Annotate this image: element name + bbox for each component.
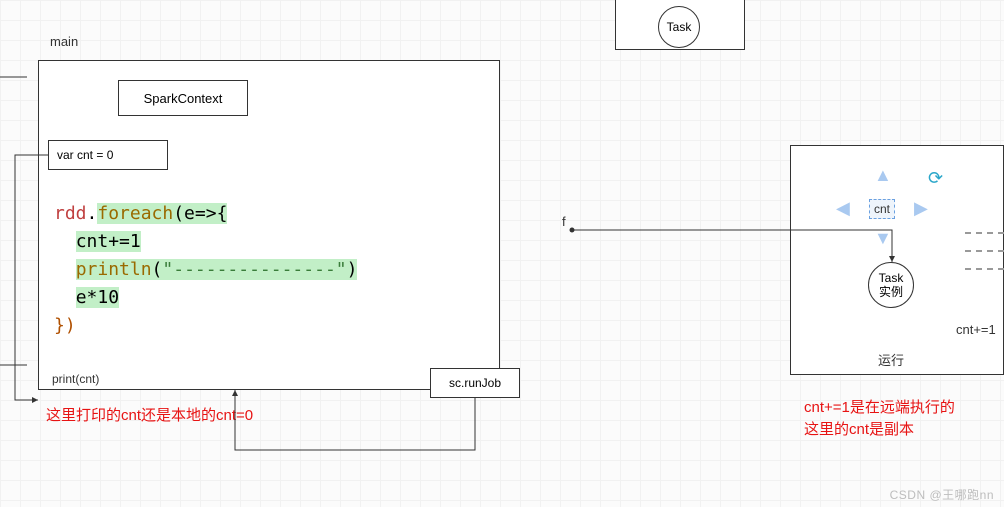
- task-instance-circle: Task 实例: [868, 262, 914, 308]
- f-label: f: [562, 214, 566, 229]
- watermark: CSDN @王哪跑nn: [890, 486, 994, 503]
- code-close: }): [54, 315, 76, 336]
- tok-println: println: [76, 259, 152, 280]
- task-instance-label: Task 实例: [879, 271, 904, 300]
- arrow-up-icon: ▲: [874, 165, 892, 186]
- sc-runjob-label: sc.runJob: [449, 376, 501, 390]
- annotation-left: 这里打印的cnt还是本地的cnt=0: [46, 404, 253, 425]
- task-label: Task: [667, 20, 692, 34]
- code-cnt: cnt+=1: [76, 231, 141, 252]
- annotation-right-1: cnt+=1是在远端执行的: [804, 396, 955, 417]
- arrow-left-icon: ◀: [836, 198, 850, 219]
- var-cnt-label: var cnt = 0: [57, 148, 113, 162]
- sc-runjob-box: sc.runJob: [430, 368, 520, 398]
- print-cnt-label: print(cnt): [52, 372, 99, 386]
- arrow-right-icon: ▶: [914, 198, 928, 219]
- tok-rdd: rdd: [54, 203, 87, 224]
- cnt-plus-right: cnt+=1: [956, 322, 996, 337]
- tok-foreach: foreach: [97, 203, 173, 224]
- dashed-line: [965, 232, 1004, 234]
- annotation-right-2: 这里的cnt是副本: [804, 418, 914, 439]
- sparkcontext-box: SparkContext: [118, 80, 248, 116]
- cnt-chip: cnt: [869, 199, 895, 219]
- code-block: rdd.foreach(e=>{ cnt+=1 println("-------…: [54, 200, 357, 339]
- code-e10: e*10: [76, 287, 119, 308]
- dashed-line: [965, 250, 1004, 252]
- refresh-icon: ⟳: [928, 168, 943, 189]
- executor-box: [790, 145, 1004, 375]
- dashed-line: [965, 268, 1004, 270]
- sparkcontext-label: SparkContext: [144, 91, 223, 106]
- arrow-down-icon: ▼: [874, 228, 892, 249]
- main-label: main: [50, 34, 78, 49]
- var-cnt-box: var cnt = 0: [48, 140, 168, 170]
- run-label: 运行: [878, 350, 904, 369]
- task-circle: Task: [658, 6, 700, 48]
